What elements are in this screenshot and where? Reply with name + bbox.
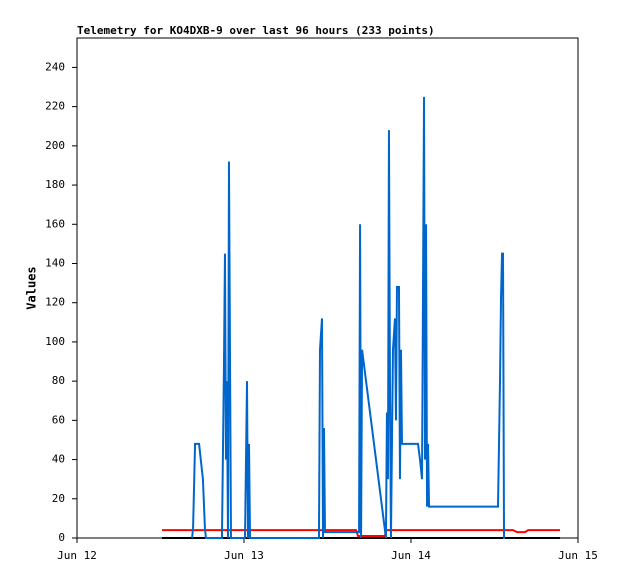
y-tick-label: 20 [52,492,65,505]
x-tick-label: Jun 13 [224,549,264,562]
y-tick-label: 220 [45,100,65,113]
x-tick-label: Jun 15 [558,549,598,562]
y-tick-label: 160 [45,217,65,230]
chart-title: Telemetry for KO4DXB-9 over last 96 hour… [77,24,435,37]
y-tick-label: 200 [45,139,65,152]
y-tick-label: 140 [45,256,65,269]
y-tick-label: 0 [58,531,65,544]
y-tick-label: 120 [45,296,65,309]
x-tick-label: Jun 14 [391,549,431,562]
y-tick-label: 60 [52,413,65,426]
y-axis-label: Values [25,266,39,309]
y-tick-label: 100 [45,335,65,348]
y-tick-label: 180 [45,178,65,191]
y-tick-label: 40 [52,453,65,466]
y-tick-label: 80 [52,374,65,387]
series-line [191,96,506,539]
y-tick-label: 240 [45,60,65,73]
x-tick-label: Jun 12 [57,549,97,562]
